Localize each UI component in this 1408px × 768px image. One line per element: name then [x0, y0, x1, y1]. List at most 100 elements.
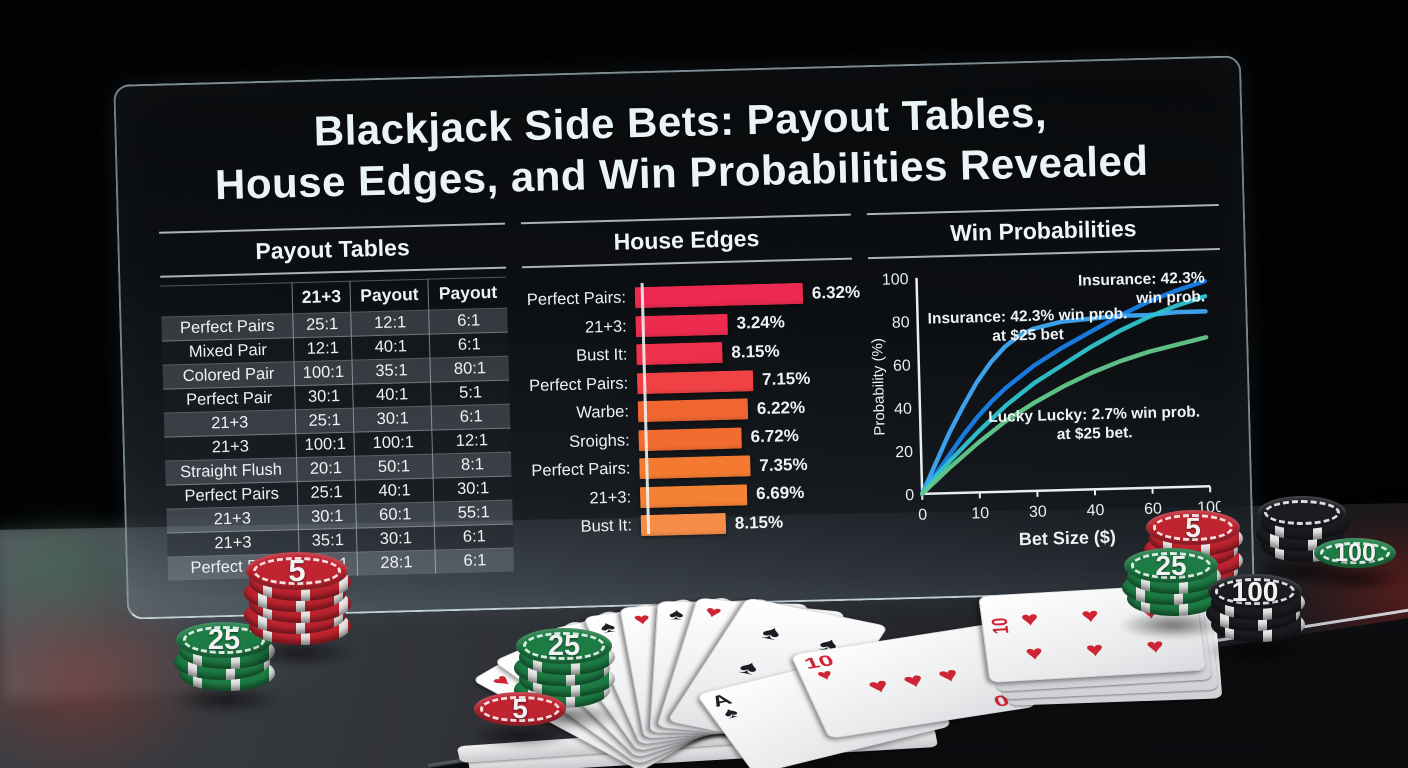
annotation: at $25 bet: [992, 327, 1064, 346]
payout-cell: 80:1: [430, 356, 510, 383]
chip-face: 25: [1124, 548, 1218, 583]
chip-ring: [522, 632, 606, 660]
heart-icon: ♥: [702, 602, 725, 622]
bet-name-cell: Straight Flush: [179, 461, 283, 482]
payout-table: 21+3 Payout Payout Perfect Pairs 25:1 12:1…: [160, 277, 515, 582]
x-axis: [922, 485, 1211, 496]
house-edge-row: Perfect Pairs: 7.35%: [527, 453, 857, 483]
payout-tables-heading: Payout Tables: [159, 223, 507, 279]
payout-cell: 40:1: [351, 334, 431, 361]
chip-face: 5: [246, 552, 348, 590]
chip-denomination: 5: [1185, 511, 1201, 543]
bet-name-cell: Mixed Pair: [188, 341, 268, 362]
series-cyan-curve: [919, 294, 1208, 497]
series-insurance-upper: [919, 279, 1207, 497]
bet-name-cell: Perfect Pairs: [179, 317, 275, 338]
win-prob-chart-wrap: 0 10 30 40 60 100 0 20 40 60 80 100 Bet Size ($) Prob…: [868, 258, 1228, 568]
chip-ring: [1130, 552, 1212, 579]
y-axis: [915, 278, 924, 495]
chip-denomination: 25: [207, 623, 241, 656]
chip-stack-green-100: 100: [1308, 538, 1406, 591]
house-edge-label: Perfect Pairs:: [526, 288, 627, 310]
payout-cell: 35:1: [351, 358, 432, 385]
annotation: win prob.: [1135, 289, 1205, 308]
y-tick-label: 40: [894, 401, 912, 418]
chip-face: 100: [1314, 538, 1396, 568]
chip-stack-mid-red: 5: [468, 692, 576, 749]
house-edge-label: Bust It:: [575, 345, 628, 366]
annotation: Insurance: 42.3%: [1078, 270, 1205, 290]
x-tick-label: 0: [918, 507, 927, 524]
win-probabilities-heading: Win Probabilities: [866, 204, 1220, 260]
house-edge-row: Bust It: 8.15%: [524, 339, 854, 369]
chip-denomination: 25: [547, 629, 581, 662]
chip-ring: [1214, 578, 1296, 605]
annotation: Insurance: 42.3% win prob.: [927, 306, 1127, 328]
annotation: Lucky Lucky: 2.7% win prob.: [988, 404, 1200, 427]
payout-cell: 12:1: [350, 310, 430, 337]
house-edge-label: Bust It:: [580, 516, 633, 537]
x-tick-label: 30: [1029, 504, 1047, 521]
payout-cell: 50:1: [354, 454, 434, 481]
house-edge-bar: [639, 455, 751, 480]
x-tick-label: 40: [1086, 503, 1104, 520]
chip-ring: [1319, 541, 1391, 565]
house-edge-row: 21+3: 6.69%: [528, 481, 858, 511]
payout-tables-section: Payout Tables 21+3 Payout Payout Perfect…: [159, 223, 515, 587]
header-blank: [160, 283, 293, 317]
payout-cell: 30:1: [353, 406, 433, 433]
x-tick-label: 10: [971, 506, 989, 523]
chip-ring: [1264, 499, 1340, 526]
house-edge-row: Bust It: 8.15%: [529, 510, 859, 540]
house-edge-bar: [638, 427, 742, 452]
payout-cell: 6:1: [435, 548, 515, 575]
chip-ring: [253, 556, 341, 586]
payout-cell: 20:1: [296, 456, 355, 483]
bet-name-cell: 21+3: [213, 509, 252, 529]
house-edge-row: Sroighs: 6.72%: [526, 424, 856, 454]
page-title: Blackjack Side Bets: Payout Tables, Hous…: [156, 82, 1206, 212]
chip-denomination: 5: [288, 553, 306, 588]
chip-denomination: 25: [1155, 549, 1187, 581]
house-edge-row: 21+3: 3.24%: [523, 311, 853, 341]
payout-cell: 30:1: [298, 504, 357, 531]
house-edge-value: 7.15%: [761, 369, 811, 390]
house-edge-bar: [636, 342, 723, 366]
house-edge-label: 21+3:: [584, 317, 627, 337]
heart-icon: ♥: [632, 609, 652, 629]
house-edge-bar: [640, 513, 727, 537]
payout-cell: 55:1: [434, 500, 513, 527]
chip-stack-left-red: 5: [240, 552, 358, 668]
house-edge-value: 6.69%: [755, 483, 805, 504]
chip-face: 25: [516, 628, 612, 664]
house-edge-label: Perfect Pairs:: [528, 374, 629, 396]
chip-denomination: 5: [512, 693, 528, 724]
payout-cell: 30:1: [433, 476, 513, 503]
chip-stack-right-green: 25: [1118, 548, 1228, 639]
heart-icon: ♥: [1084, 638, 1106, 662]
payout-table-body: Perfect Pairs 25:1 12:1 6:1 Mixed Pair 12:1 40…: [161, 308, 515, 582]
payout-cell: 25:1: [293, 312, 352, 339]
house-edge-value: 8.15%: [734, 512, 784, 533]
payout-cell: 25:1: [295, 408, 354, 435]
chip-face: [1258, 496, 1346, 529]
payout-cell: 30:1: [295, 384, 354, 411]
house-edge-bar: [636, 370, 754, 395]
house-edge-row: Perfect Pairs: 7.15%: [525, 368, 855, 398]
y-tick-label: 20: [895, 444, 913, 461]
house-edge-value: 8.15%: [731, 341, 780, 362]
heart-icon: ♥: [898, 668, 929, 693]
house-edge-label: Sroighs:: [568, 431, 630, 452]
annotation: at $25 bet.: [1057, 425, 1133, 444]
house-edges-plot: Perfect Pairs: 6.32% 21+3: 3.24% Bust It: 8.1…: [522, 268, 861, 540]
chip-ring: [480, 696, 560, 722]
heart-icon: ♥: [933, 663, 964, 688]
house-edges-heading: House Edges: [520, 214, 853, 269]
spade-icon: ♠: [668, 605, 685, 623]
payout-cell: 100:1: [353, 430, 433, 457]
payout-cell: 100:1: [296, 432, 355, 459]
win-probabilities-section: Win Probabilities 0 10 30 40 60 100 0 20 40 60 80 1…: [866, 204, 1228, 568]
payout-cell: 12:1: [293, 336, 352, 363]
house-edge-value: 6.32%: [811, 282, 861, 303]
